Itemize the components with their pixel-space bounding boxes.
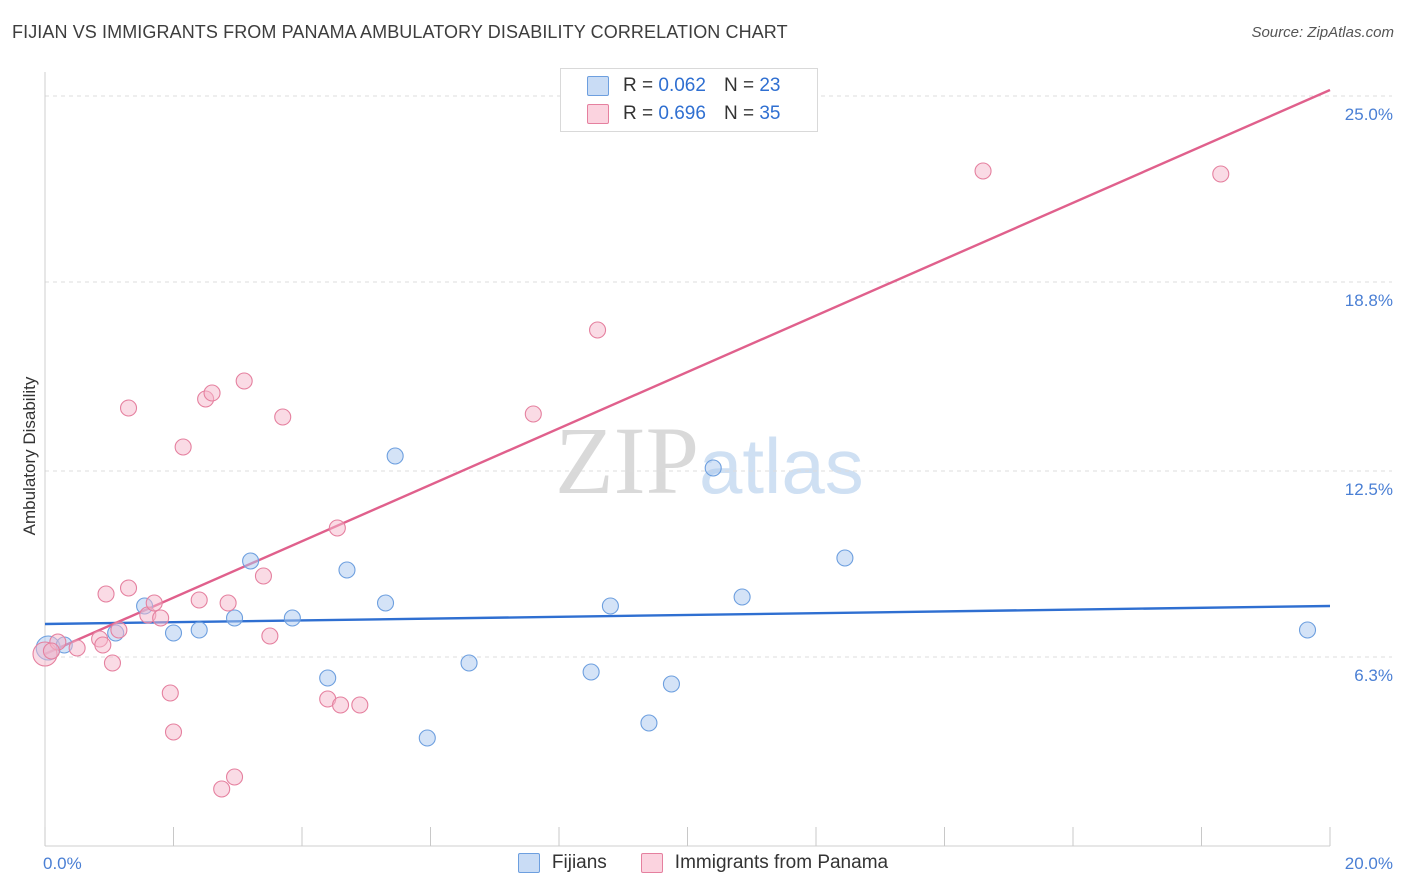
point-fijians (640, 714, 658, 732)
correlation-legend: R = 0.062 N = 23 R = 0.696 N = 35 (560, 68, 818, 132)
y-axis-label: Ambulatory Disability (20, 376, 39, 535)
point-panama (174, 438, 192, 456)
panama-legend-label: Immigrants from Panama (674, 852, 889, 873)
watermark-zip: ZIP (555, 407, 699, 514)
point-fijians (319, 669, 337, 687)
y-tick-label: 12.5% (1345, 480, 1393, 499)
panama-legend-swatch (640, 853, 663, 873)
point-panama (331, 696, 350, 714)
point-fijians (460, 654, 478, 672)
r-label-fijians: R = (623, 75, 654, 96)
n-value-panama: 35 (759, 103, 781, 124)
legend-item-fijians[interactable]: Fijians (517, 852, 607, 874)
point-fijians (242, 552, 260, 570)
point-panama (190, 591, 208, 609)
point-fijians (190, 621, 208, 639)
point-panama (94, 636, 112, 654)
r-label-panama: R = (623, 103, 654, 124)
legend-item-panama[interactable]: Immigrants from Panama (640, 852, 889, 874)
y-tick-label: 6.3% (1354, 666, 1393, 685)
point-panama (145, 594, 163, 612)
fijians-legend-label: Fijians (551, 852, 607, 873)
n-label-fijians: N = (723, 75, 755, 96)
point-panama (68, 639, 86, 657)
point-panama (119, 399, 138, 417)
trend-line-fijians (44, 604, 1331, 626)
point-fijians (283, 609, 301, 627)
point-fijians (338, 561, 356, 579)
point-panama (351, 696, 369, 714)
point-panama (42, 642, 60, 660)
panama-swatch (587, 104, 609, 124)
x-tick-label: 0.0% (43, 854, 82, 873)
point-panama (974, 162, 992, 180)
axes (44, 72, 1331, 847)
fijians-swatch (587, 76, 609, 96)
source-label: Source: ZipAtlas.com (1251, 24, 1394, 41)
point-panama (1212, 165, 1230, 183)
legend-row-fijians: R = 0.062 N = 23 (587, 73, 780, 99)
point-fijians (1298, 621, 1317, 639)
x-tick-label: 20.0% (1345, 854, 1393, 873)
point-fijians (225, 609, 244, 627)
point-panama (97, 585, 115, 603)
point-fijians (662, 675, 680, 693)
point-panama (161, 684, 179, 702)
point-panama (235, 372, 253, 390)
point-fijians (418, 729, 436, 747)
point-panama (274, 408, 292, 426)
point-fijians (164, 624, 183, 642)
point-fijians (376, 594, 395, 612)
y-tick-label: 18.8% (1345, 291, 1393, 310)
watermark: ZIPatlas (555, 405, 864, 516)
point-fijians (601, 597, 619, 615)
legend-row-panama: R = 0.696 N = 35 (587, 101, 780, 127)
point-panama (219, 594, 237, 612)
point-fijians (836, 549, 854, 567)
point-panama (524, 405, 542, 423)
point-panama (164, 723, 183, 741)
point-panama (203, 384, 221, 402)
point-panama (328, 519, 346, 537)
point-panama (152, 609, 170, 627)
chart-title: FIJIAN VS IMMIGRANTS FROM PANAMA AMBULAT… (12, 22, 788, 42)
data-points (32, 162, 1317, 798)
point-panama (110, 621, 128, 639)
point-fijians (704, 459, 722, 477)
tick-labels: 6.3% 12.5% 18.8% 25.0% 0.0% 20.0% (43, 105, 1393, 873)
trend-lines (44, 88, 1331, 656)
point-panama (213, 780, 231, 798)
n-value-fijians: 23 (759, 75, 781, 96)
point-panama (254, 567, 273, 585)
series-legend: Fijians Immigrants from Panama (0, 852, 1406, 874)
watermark-atlas: atlas (699, 422, 864, 510)
point-panama (261, 627, 279, 645)
fijians-legend-swatch (517, 853, 540, 873)
n-label-panama: N = (723, 103, 755, 124)
point-fijians (582, 663, 600, 681)
trend-line-panama (44, 88, 1331, 656)
point-panama (588, 321, 607, 339)
point-fijians (733, 588, 751, 606)
y-tick-label: 25.0% (1345, 105, 1393, 124)
point-panama (225, 768, 244, 786)
point-panama (103, 654, 122, 672)
r-value-panama: 0.696 (658, 103, 706, 124)
point-fijians (386, 447, 404, 465)
r-value-fijians: 0.062 (658, 75, 706, 96)
point-panama (119, 579, 138, 597)
